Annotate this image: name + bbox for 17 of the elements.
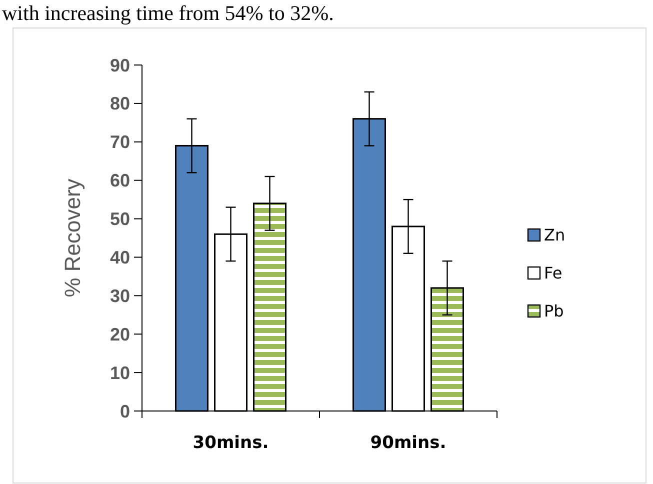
legend-label: Pb (544, 302, 564, 321)
text: with increasing time from 54% to 32%. (2, 1, 334, 25)
y-tick-label: 70 (110, 132, 130, 152)
y-tick-label: 20 (110, 324, 130, 344)
y-tick-label: 80 (110, 94, 130, 114)
y-axis-title: % Recovery (60, 178, 85, 298)
y-tick-label: 90 (110, 55, 130, 76)
x-tick-label: 30mins. (192, 433, 269, 453)
x-tick-label: 90mins. (370, 433, 446, 453)
y-tick-label: 30 (110, 286, 130, 306)
legend-label: Fe (544, 264, 562, 283)
legend-label: Zn (544, 226, 566, 245)
y-tick-label: 10 (110, 362, 130, 383)
y-tick-label: 60 (110, 170, 130, 191)
y-tick-label: 50 (110, 209, 130, 230)
y-tick-label: 40 (110, 248, 130, 268)
y-tick-label: 0 (120, 401, 130, 422)
